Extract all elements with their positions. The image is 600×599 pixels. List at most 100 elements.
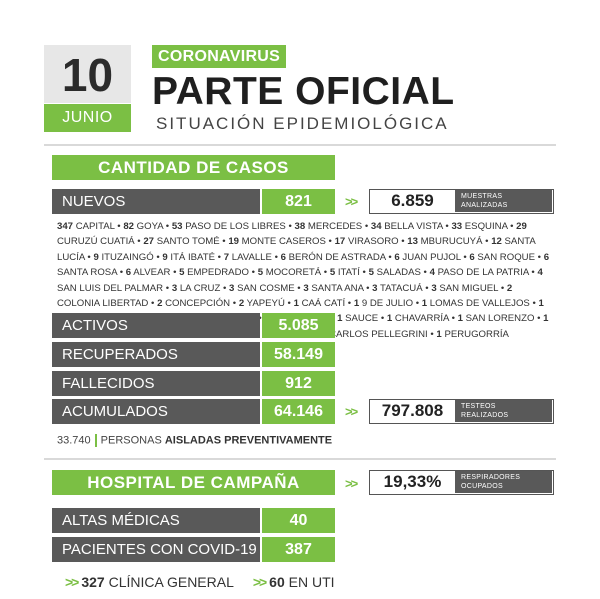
chevron-right-icon: >>: [345, 476, 358, 491]
city-name: JUAN PUJOL: [402, 251, 461, 263]
city-item: 5 ITATÍ: [330, 267, 360, 278]
city-item: 1 SAN LORENZO: [458, 313, 535, 324]
fallecidos-label: FALLECIDOS: [52, 371, 260, 396]
city-name: SANTO TOMÉ: [156, 236, 220, 248]
cases-section-header: CANTIDAD DE CASOS: [52, 155, 335, 180]
aisladas-line: 33.740 PERSONAS AISLADAS PREVENTIVAMENTE: [57, 434, 332, 447]
city-item: 3 SAN COSME: [229, 283, 295, 294]
city-name: CARLOS PELLEGRINI: [329, 328, 428, 340]
city-name: CAÁ CATÍ: [301, 298, 346, 310]
city-count: 3: [303, 282, 309, 294]
activos-label: ACTIVOS: [52, 313, 260, 338]
pacientes-value: 387: [262, 537, 335, 562]
city-count: 1: [293, 298, 299, 310]
city-item: 5 MOCORETÁ: [258, 267, 321, 278]
city-item: 12 SANTA LUCÍA: [57, 236, 535, 262]
chevron-right-icon: >>: [345, 194, 358, 209]
city-name: PASO DE LA PATRIA: [437, 267, 529, 279]
city-count: 5: [257, 267, 264, 279]
city-count: 1: [457, 313, 463, 325]
city-name: SAN COSME: [237, 282, 295, 294]
city-item: 6 SAN ROQUE: [469, 252, 535, 263]
city-item: 33 ESQUINA: [451, 221, 507, 232]
chevron-right-icon: >>: [252, 574, 267, 590]
city-item: 34 BELLA VISTA: [371, 221, 443, 232]
city-item: 4 PASO DE LA PATRIA: [430, 267, 529, 278]
city-name: MOCORETÁ: [265, 267, 322, 279]
clinica-number: 327: [81, 574, 105, 590]
city-name: ESQUINA: [464, 221, 508, 232]
city-name: CURUZÚ CUATIÁ: [57, 236, 135, 248]
city-count: 34: [370, 221, 382, 232]
city-item: 6 BERÓN DE ASTRADA: [281, 252, 386, 263]
recuperados-label: RECUPERADOS: [52, 342, 260, 367]
city-count: 9: [162, 251, 168, 263]
city-item: 7 LAVALLE: [224, 252, 272, 263]
city-item: 1 9 DE JULIO: [354, 298, 413, 309]
hospital-section-header: HOSPITAL DE CAMPAÑA: [52, 470, 335, 495]
city-count: 13: [407, 236, 418, 248]
city-count: 38: [294, 221, 306, 232]
section-divider: [44, 458, 556, 460]
city-item: 9 ITÁ IBATÉ: [162, 252, 215, 263]
city-name: SAN LORENZO: [465, 313, 535, 325]
city-count: 7: [223, 251, 230, 263]
city-name: SAUCE: [345, 313, 379, 325]
header-divider: [44, 144, 556, 146]
city-item: 9 ITUZAINGÓ: [93, 252, 153, 263]
city-count: 6: [543, 251, 550, 263]
city-item: 4 SAN LUIS DEL PALMAR: [57, 267, 543, 293]
city-name: VIRASORO: [347, 236, 399, 248]
testeos-tag: TESTEOS REALIZADOS: [455, 400, 552, 422]
city-item: 5 EMPEDRADO: [179, 267, 249, 278]
city-item: 1 CARLOS PELLEGRINI: [321, 329, 428, 340]
city-count: 6: [394, 251, 400, 263]
city-item: 6 JUAN PUJOL: [394, 252, 460, 263]
city-name: EMPEDRADO: [187, 267, 249, 279]
respiradores-tag-line1: RESPIRADORES: [461, 474, 521, 481]
city-name: SANTA ANA: [311, 282, 364, 294]
city-count: 82: [123, 221, 134, 232]
page-subtitle: SITUACIÓN EPIDEMIOLÓGICA: [156, 114, 449, 133]
respiradores-tag-line2: OCUPADOS: [461, 483, 503, 490]
city-name: MONTE CASEROS: [241, 236, 326, 248]
city-count: 2: [506, 282, 513, 294]
city-item: 19 MONTE CASEROS: [228, 236, 326, 247]
city-item: 3 SAN MIGUEL: [431, 283, 498, 294]
acumulados-label: ACUMULADOS: [52, 399, 260, 424]
city-count: 1: [421, 298, 428, 310]
city-item: 347 CAPITAL: [57, 221, 115, 232]
city-name: GOYA: [136, 221, 164, 232]
city-name: MERCEDES: [307, 221, 363, 232]
chevron-right-icon: >>: [345, 404, 358, 419]
city-item: 1 CAÁ CATÍ: [294, 298, 346, 309]
city-name: LOMAS DE VALLEJOS: [429, 298, 530, 310]
city-name: BERÓN DE ASTRADA: [288, 251, 386, 263]
city-name: SALADAS: [376, 267, 421, 279]
date-month: JUNIO: [44, 104, 131, 132]
aisladas-text: PERSONAS: [100, 434, 162, 447]
city-name: YAPEYÚ: [246, 298, 285, 310]
city-name: LA CRUZ: [179, 282, 221, 294]
pacientes-label: PACIENTES CON COVID-19: [52, 537, 260, 562]
aisladas-bold: AISLADAS PREVENTIVAMENTE: [164, 434, 333, 447]
nuevos-label: NUEVOS: [52, 189, 260, 214]
city-count: 1: [353, 298, 360, 310]
city-item: 3 TATACUÁ: [372, 283, 422, 294]
clinica-text: CLÍNICA GENERAL: [108, 574, 234, 590]
date-block: 10 JUNIO: [44, 45, 131, 132]
city-name: MBURUCUYÁ: [420, 236, 483, 248]
city-item: 3 SANTA ANA: [303, 283, 363, 294]
city-count: 27: [143, 236, 155, 248]
city-item: 27 SANTO TOMÉ: [143, 236, 219, 247]
city-item: 13 MBURUCUYÁ: [407, 236, 482, 247]
acumulados-value: 64.146: [262, 399, 335, 424]
city-item: 1 CHAVARRÍA: [387, 313, 449, 324]
city-name: CAPITAL: [75, 221, 115, 232]
city-name: SANTA LUCÍA: [57, 236, 536, 263]
city-count: 347: [57, 221, 74, 232]
city-name: ITATÍ: [337, 267, 360, 279]
chevron-right-icon: >>: [65, 574, 79, 590]
city-name: ITÁ IBATÉ: [170, 251, 216, 263]
city-count: 1: [538, 298, 544, 310]
